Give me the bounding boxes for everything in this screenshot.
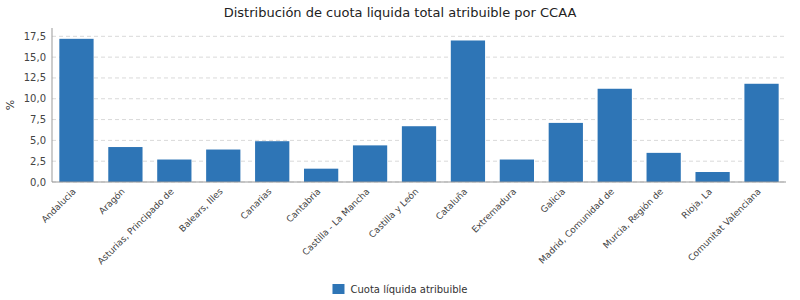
bar <box>451 40 485 182</box>
x-tick-label: Aragón <box>97 186 127 216</box>
x-tick-label: Madrid, Comunidad de <box>537 186 617 266</box>
bar <box>108 147 142 182</box>
x-tick-label: Murcia, Región de <box>601 186 665 250</box>
y-tick-label: 7,5 <box>30 114 46 125</box>
grid-line <box>52 57 786 58</box>
bar <box>549 123 583 182</box>
x-tick-label: Balears, Illes <box>177 186 225 234</box>
y-tick-label: 2,5 <box>30 156 46 167</box>
bar <box>500 160 534 182</box>
x-tick-label: Cantabria <box>284 186 322 224</box>
x-tick-label: Rioja, La <box>680 186 714 220</box>
y-axis-line <box>52 28 53 182</box>
y-axis-label: % <box>4 100 17 110</box>
y-tick-label: 17,5 <box>24 31 46 42</box>
y-tick-label: 15,0 <box>24 52 46 63</box>
bars <box>59 39 778 182</box>
x-tick-label: Extremadura <box>470 186 518 234</box>
bar <box>59 39 93 182</box>
x-tick-label: Galicia <box>539 186 568 215</box>
y-tick-label: 10,0 <box>24 93 46 104</box>
bar <box>304 169 338 182</box>
grid-line <box>52 182 786 183</box>
bar <box>647 153 681 182</box>
chart: Distribución de cuota liquida total atri… <box>0 0 800 300</box>
x-tick-label: Castilla - La Mancha <box>300 186 371 257</box>
legend: Cuota líquida atribuible <box>332 284 467 295</box>
grid-line <box>52 77 786 78</box>
x-tick-label: Asturias, Principado de <box>96 186 177 267</box>
y-tick-label: 5,0 <box>30 135 46 146</box>
grid-line <box>52 98 786 99</box>
x-tick-label: Andalucia <box>40 186 78 224</box>
legend-swatch <box>332 284 344 294</box>
bar <box>402 126 436 182</box>
legend-label: Cuota líquida atribuible <box>350 284 467 295</box>
bar <box>157 160 191 182</box>
title: Distribución de cuota liquida total atri… <box>224 5 577 20</box>
x-tick-label: Castilla y León <box>367 186 421 240</box>
y-tick-label: 0,0 <box>30 177 46 188</box>
grid-line <box>52 36 786 37</box>
x-tick-label: Canarias <box>239 186 274 221</box>
x-axis-line <box>52 182 786 183</box>
grid-line <box>52 119 786 120</box>
x-tick-label: Cataluña <box>434 186 470 222</box>
bar <box>744 84 778 182</box>
bar <box>353 145 387 182</box>
x-tick-label: Comunitat Valenciana <box>686 186 763 263</box>
y-tick-label: 12,5 <box>24 72 46 83</box>
bar <box>255 141 289 182</box>
bar <box>206 150 240 182</box>
bar <box>598 89 632 182</box>
bar <box>695 172 729 182</box>
